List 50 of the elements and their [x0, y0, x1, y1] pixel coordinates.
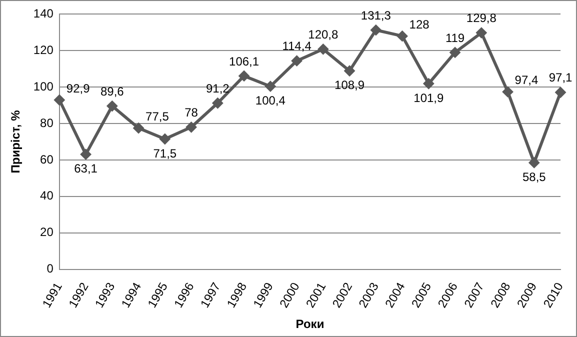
data-label: 77,5	[146, 109, 170, 124]
point	[106, 100, 118, 112]
data-label: 97,4	[514, 73, 538, 88]
data-label: 63,1	[74, 162, 98, 176]
point	[318, 44, 329, 55]
point	[370, 24, 382, 36]
y-tick-label: 40	[40, 188, 54, 203]
y-tick-label: 80	[40, 116, 54, 130]
point	[159, 134, 170, 145]
point	[396, 30, 408, 42]
point	[133, 122, 144, 134]
data-label: 78	[184, 105, 198, 120]
point	[186, 122, 197, 133]
point	[423, 78, 434, 90]
y-tick-label: 140	[33, 6, 54, 21]
x-axis-title: Роки	[296, 317, 324, 332]
data-label: 106,1	[229, 54, 260, 68]
point	[502, 86, 514, 98]
data-label: 114,4	[282, 39, 312, 54]
point	[264, 80, 276, 92]
data-label: 89,6	[100, 84, 124, 98]
data-label: 131,3	[360, 8, 392, 22]
data-label: 100,4	[255, 94, 286, 108]
point	[54, 94, 65, 106]
data-label: 129,8	[466, 11, 497, 26]
y-tick-label: 20	[40, 225, 54, 240]
point	[528, 157, 540, 168]
y-axis-title: Приріст, %	[8, 110, 23, 174]
y-tick-label: 100	[33, 79, 54, 94]
data-label: 119	[445, 30, 465, 45]
point	[291, 55, 302, 66]
data-label: 101,9	[414, 90, 444, 105]
y-tick-label: 0	[46, 262, 54, 276]
data-label: 71,5	[153, 146, 177, 160]
point	[555, 86, 566, 98]
point	[238, 70, 250, 82]
data-label: 120,8	[308, 27, 338, 42]
data-label: 92,9	[66, 81, 90, 96]
point	[450, 46, 461, 58]
point	[476, 27, 487, 38]
data-label: 97,1	[548, 70, 573, 85]
data-label: 58,5	[522, 170, 546, 184]
data-label: 128	[409, 17, 430, 32]
point	[80, 148, 92, 160]
point	[344, 65, 356, 76]
point	[212, 98, 224, 109]
data-label: 91,2	[206, 81, 230, 96]
y-tick-label: 120	[33, 42, 54, 57]
data-label: 108,9	[334, 78, 365, 92]
y-tick-label: 60	[40, 152, 54, 166]
